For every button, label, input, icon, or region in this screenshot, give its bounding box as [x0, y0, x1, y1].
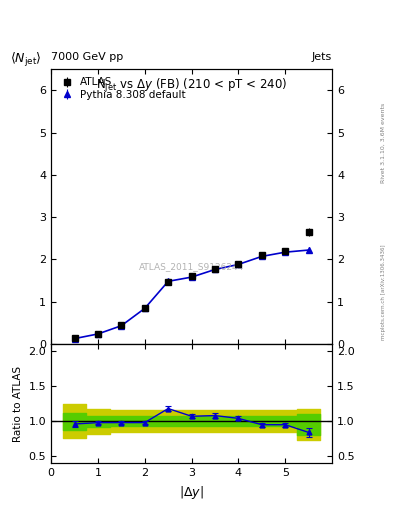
- X-axis label: $|\Delta y|$: $|\Delta y|$: [179, 484, 204, 501]
- Text: ATLAS_2011_S9126244: ATLAS_2011_S9126244: [139, 263, 244, 271]
- Y-axis label: Ratio to ATLAS: Ratio to ATLAS: [13, 366, 23, 442]
- Text: Rivet 3.1.10, 3.6M events: Rivet 3.1.10, 3.6M events: [381, 103, 386, 183]
- Text: Jets: Jets: [312, 52, 332, 62]
- Legend: ATLAS, Pythia 8.308 default: ATLAS, Pythia 8.308 default: [56, 74, 189, 103]
- Text: 7000 GeV pp: 7000 GeV pp: [51, 52, 123, 62]
- Text: $\langle N_\mathrm{jet}\rangle$: $\langle N_\mathrm{jet}\rangle$: [10, 51, 41, 69]
- Text: N$_\mathrm{jet}$ vs $\Delta y$ (FB) (210 < pT < 240): N$_\mathrm{jet}$ vs $\Delta y$ (FB) (210…: [96, 77, 287, 95]
- Text: mcplots.cern.ch [arXiv:1306.3436]: mcplots.cern.ch [arXiv:1306.3436]: [381, 244, 386, 339]
